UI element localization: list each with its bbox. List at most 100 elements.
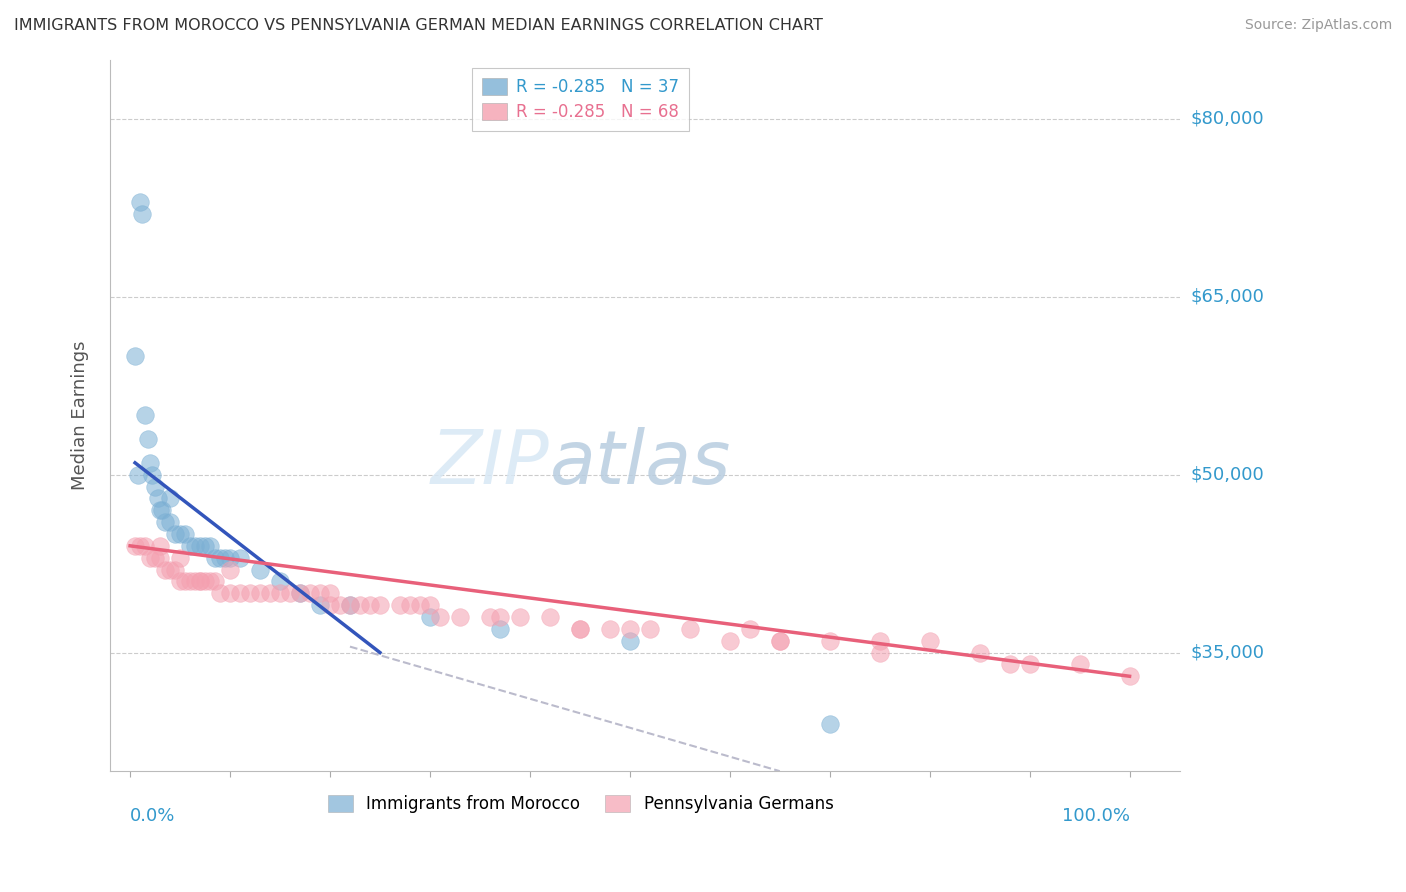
Point [169, 527, 191, 541]
Point [149, 503, 172, 517]
Point [129, 194, 152, 209]
Point [249, 562, 271, 576]
Point [150, 503, 173, 517]
Point [204, 574, 226, 589]
Point [769, 633, 792, 648]
Point [599, 622, 621, 636]
Point [179, 574, 201, 589]
Point [288, 586, 311, 600]
Point [214, 550, 236, 565]
Point [738, 622, 761, 636]
Point [159, 562, 181, 576]
Point [489, 622, 512, 636]
Point [141, 467, 163, 482]
Point [159, 515, 181, 529]
Point [249, 586, 271, 600]
Point [769, 633, 792, 648]
Point [1018, 657, 1040, 672]
Point [319, 586, 342, 600]
Point [208, 586, 231, 600]
Point [869, 646, 891, 660]
Point [319, 598, 342, 612]
Point [309, 586, 332, 600]
Point [149, 539, 172, 553]
Text: $80,000: $80,000 [1191, 110, 1264, 128]
Point [174, 527, 197, 541]
Point [278, 586, 301, 600]
Point [219, 586, 242, 600]
Point [153, 562, 176, 576]
Point [204, 550, 226, 565]
Point [134, 409, 156, 423]
Point [449, 610, 471, 624]
Point [918, 633, 941, 648]
Point [399, 598, 422, 612]
Point [298, 586, 321, 600]
Point [129, 539, 152, 553]
Point [139, 456, 162, 470]
Point [638, 622, 661, 636]
Text: $35,000: $35,000 [1191, 643, 1264, 662]
Point [174, 574, 197, 589]
Point [136, 432, 159, 446]
Legend: Immigrants from Morocco, Pennsylvania Germans: Immigrants from Morocco, Pennsylvania Ge… [321, 789, 841, 820]
Point [208, 550, 231, 565]
Point [239, 586, 262, 600]
Point [194, 539, 217, 553]
Point [568, 622, 591, 636]
Point [538, 610, 561, 624]
Point [718, 633, 741, 648]
Point [259, 586, 281, 600]
Point [568, 622, 591, 636]
Point [143, 550, 166, 565]
Point [388, 598, 411, 612]
Point [1069, 657, 1091, 672]
Point [198, 574, 221, 589]
Text: atlas: atlas [550, 426, 731, 499]
Point [179, 539, 201, 553]
Point [818, 716, 841, 731]
Point [219, 550, 242, 565]
Point [679, 622, 702, 636]
Point [163, 562, 186, 576]
Point [998, 657, 1021, 672]
Point [134, 539, 156, 553]
Point [163, 527, 186, 541]
Point [169, 550, 191, 565]
Point [368, 598, 391, 612]
Text: IMMIGRANTS FROM MOROCCO VS PENNSYLVANIA GERMAN MEDIAN EARNINGS CORRELATION CHART: IMMIGRANTS FROM MOROCCO VS PENNSYLVANIA … [14, 18, 823, 33]
Point [124, 539, 146, 553]
Point [309, 598, 332, 612]
Point [359, 598, 381, 612]
Text: Source: ZipAtlas.com: Source: ZipAtlas.com [1244, 18, 1392, 32]
Point [184, 574, 207, 589]
Point [139, 550, 162, 565]
Point [339, 598, 361, 612]
Point [288, 586, 311, 600]
Text: 100.0%: 100.0% [1062, 806, 1129, 825]
Point [818, 633, 841, 648]
Point [184, 539, 207, 553]
Point [269, 586, 291, 600]
Point [349, 598, 371, 612]
Point [229, 550, 252, 565]
Point [153, 515, 176, 529]
Text: $50,000: $50,000 [1191, 466, 1264, 483]
Point [619, 633, 641, 648]
Point [127, 467, 149, 482]
Point [419, 598, 441, 612]
Point [194, 574, 217, 589]
Point [339, 598, 361, 612]
Point [1118, 669, 1140, 683]
Point [198, 539, 221, 553]
Point [188, 574, 211, 589]
Point [509, 610, 531, 624]
Point [131, 207, 153, 221]
Point [229, 586, 252, 600]
Point [429, 610, 451, 624]
Point [169, 574, 191, 589]
Point [329, 598, 352, 612]
Point [146, 491, 169, 506]
Text: 0.0%: 0.0% [131, 806, 176, 825]
Point [143, 479, 166, 493]
